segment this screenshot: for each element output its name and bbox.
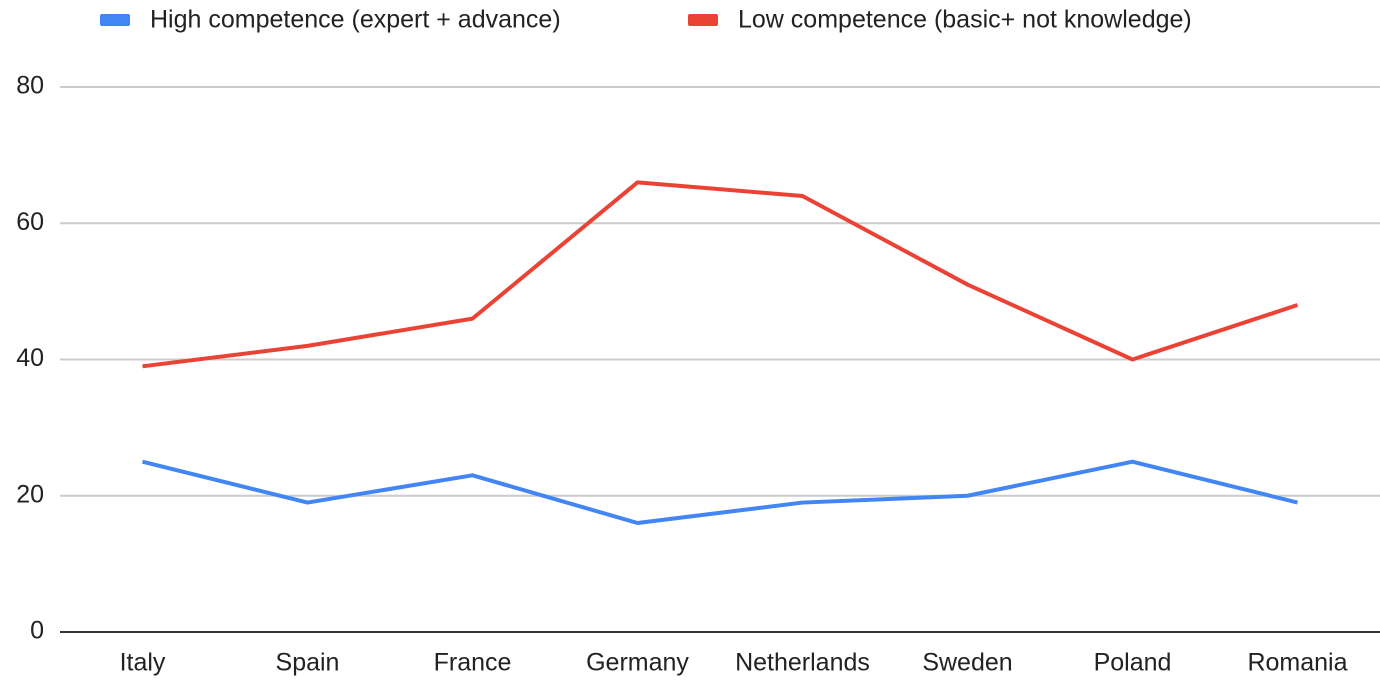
legend-label: High competence (expert + advance) — [150, 6, 561, 34]
line-series — [142, 459, 1298, 525]
legend-label: Low competence (basic+ not knowledge) — [738, 6, 1192, 34]
x-tick-label: Poland — [1094, 649, 1172, 677]
x-tick-label: Spain — [276, 649, 340, 677]
y-tick-label: 20 — [16, 480, 44, 508]
y-tick-label: 0 — [30, 617, 44, 645]
y-tick-label: 40 — [16, 344, 44, 372]
legend-swatch — [100, 14, 130, 26]
x-tick-label: Romania — [1247, 649, 1347, 677]
x-tick-label: Netherlands — [735, 649, 870, 677]
x-tick-label: France — [434, 649, 512, 677]
line-series — [142, 180, 1299, 369]
legend-swatch — [688, 14, 718, 26]
y-tick-label: 80 — [16, 72, 44, 100]
x-tick-label: Italy — [120, 649, 166, 677]
y-tick-label: 60 — [16, 208, 44, 236]
x-tick-label: Sweden — [922, 649, 1012, 677]
x-tick-label: Germany — [586, 649, 689, 677]
